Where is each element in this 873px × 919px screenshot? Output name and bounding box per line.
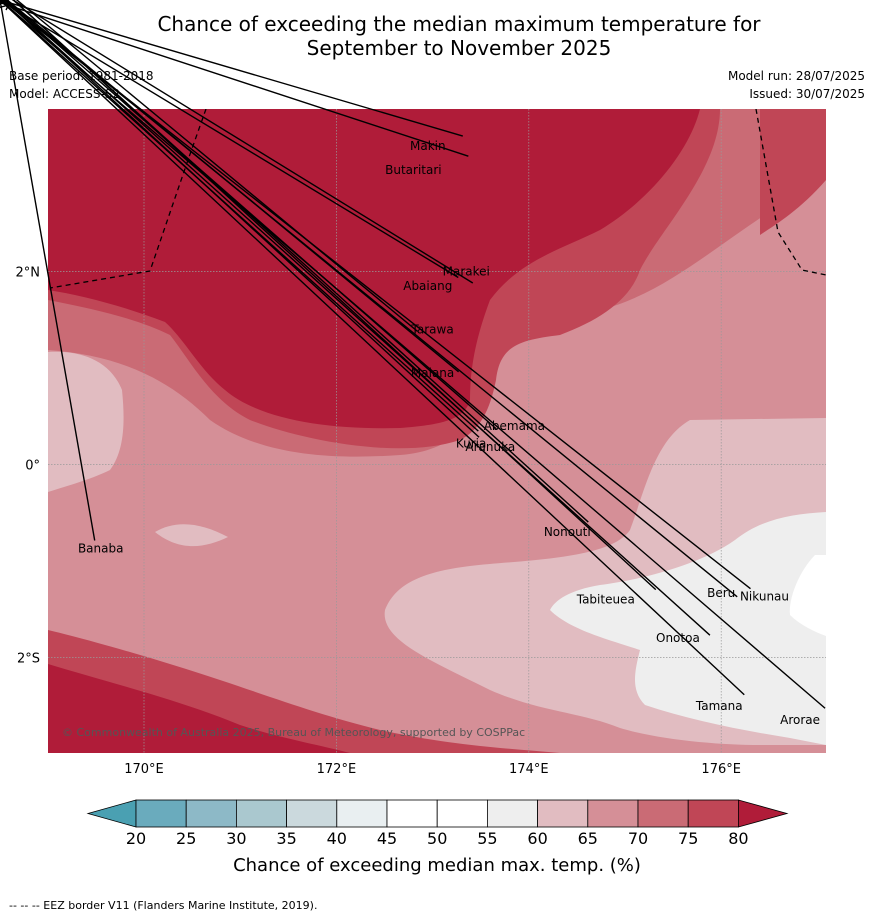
run-info: Model run: 28/07/2025 Issued: 30/07/2025 — [728, 67, 865, 103]
colorbar-segment — [486, 799, 538, 828]
colorbar-tick-label: 20 — [126, 829, 146, 848]
place-label: Nikunau — [740, 590, 789, 604]
colorbar-tick-label: 50 — [427, 829, 447, 848]
longitude-label: 174°E — [509, 762, 549, 777]
colorbar-tick-label: 75 — [678, 829, 698, 848]
place-label: Tabiteuea — [576, 593, 635, 607]
contour-50-55-region — [789, 555, 826, 636]
place-label: Abaiang — [403, 279, 452, 293]
contour-80-plus-south-region — [48, 664, 350, 753]
place-label: Marakei — [443, 265, 490, 279]
colorbar-segment — [286, 799, 338, 828]
model-name-text: Model: ACCESS-S2 — [9, 87, 121, 101]
place-label: Kuria — [456, 436, 487, 450]
butaritari-island-outline — [0, 1, 469, 157]
colorbar-tick-label: 65 — [578, 829, 598, 848]
eez-border-east — [755, 109, 826, 276]
place-label: Tarawa — [411, 322, 454, 336]
place-label: Nonouti — [544, 525, 591, 539]
place-label: Onotoa — [656, 631, 700, 645]
axis-labels: 2°N 0° 2°S 170°E 172°E 174°E 176°E — [16, 266, 741, 778]
place-label: Beru — [707, 586, 735, 600]
colorbar-tick-label: 30 — [226, 829, 246, 848]
colorbar-high-arrow — [738, 799, 789, 828]
copyright-text: © Commonwealth of Australia 2025, Bureau… — [62, 726, 525, 739]
place-label: Arorae — [780, 713, 820, 727]
colorbar-segment — [687, 799, 739, 828]
colorbar-segment — [386, 799, 438, 828]
marakei-island-outline — [0, 0, 459, 279]
colorbar-segment — [185, 799, 237, 828]
colorbar-tick-label: 40 — [327, 829, 347, 848]
colorbar-segment — [235, 799, 287, 828]
colorbar-segment — [637, 799, 689, 828]
map-title-line-1: Chance of exceeding the median maximum t… — [157, 12, 761, 36]
colorbar: 20 25 30 35 40 45 50 55 60 65 70 75 80 — [86, 799, 789, 848]
contour-60-65-region — [48, 351, 124, 492]
colorbar-segment — [537, 799, 589, 828]
colorbar-tick-label: 60 — [527, 829, 547, 848]
colorbar-tick-label: 25 — [176, 829, 196, 848]
eez-footnote: -- -- -- EEZ border V11 (Flanders Marine… — [9, 899, 318, 912]
place-label: Tamana — [695, 699, 743, 713]
colorbar-tick-label: 70 — [628, 829, 648, 848]
tarawa-island-outline — [0, 0, 419, 332]
nonouti-island-outline — [6, 0, 589, 523]
colorbar-segment — [135, 799, 187, 828]
longitude-label: 176°E — [701, 762, 741, 777]
map-title-line-2: September to November 2025 — [306, 36, 612, 60]
colorbar-tick-label: 80 — [728, 829, 748, 848]
contour-75-80-northeast-region — [760, 109, 826, 235]
eez-border-west — [49, 109, 207, 289]
island-outlines — [0, 0, 826, 709]
arorae-island-outline — [0, 0, 826, 709]
colorbar-low-arrow — [86, 799, 137, 828]
contour-80-plus-north-region — [48, 109, 700, 429]
eez-border — [49, 109, 826, 289]
colorbar-tick-label: 35 — [276, 829, 296, 848]
map-title: Chance of exceeding the median maximum t… — [0, 12, 873, 60]
place-label: Abemama — [484, 419, 545, 433]
model-run-text: Model run: 28/07/2025 — [727, 69, 865, 83]
issued-date-text: Issued: 30/07/2025 — [749, 87, 865, 101]
colorbar-segment — [436, 799, 488, 828]
tamana-island-outline — [0, 0, 745, 696]
makin-island-outline — [0, 0, 463, 137]
contour-55-60-region — [550, 512, 826, 745]
longitude-label: 170°E — [124, 762, 164, 777]
latitude-label: 2°N — [16, 266, 41, 281]
contour-map — [48, 109, 826, 753]
colorbar-label: Chance of exceeding median max. temp. (%… — [233, 855, 641, 876]
contour-60-65-patch — [155, 524, 228, 547]
place-label: Maiana — [411, 366, 454, 380]
place-label: Butaritari — [385, 163, 442, 177]
place-label: Makin — [410, 139, 446, 153]
latitude-label: 0° — [25, 459, 40, 474]
colorbar-tick-label: 45 — [377, 829, 397, 848]
graticule — [48, 109, 826, 753]
longitude-label: 172°E — [317, 762, 357, 777]
latitude-label: 2°S — [17, 652, 40, 667]
place-label: Aranuka — [465, 440, 515, 454]
colorbar-tick-label: 55 — [477, 829, 497, 848]
colorbar-segment — [587, 799, 639, 828]
place-label: Banaba — [78, 541, 124, 555]
colorbar-segment — [336, 799, 388, 828]
